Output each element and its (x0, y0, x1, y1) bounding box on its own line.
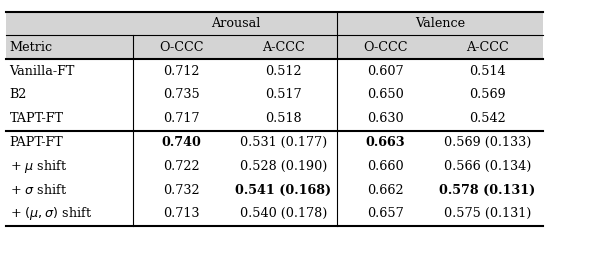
Text: 0.541 (0.168): 0.541 (0.168) (235, 184, 332, 197)
Text: 0.662: 0.662 (367, 184, 404, 197)
Text: 0.540 (0.178): 0.540 (0.178) (240, 207, 327, 220)
Text: + $\sigma$ shift: + $\sigma$ shift (10, 183, 67, 197)
Text: O-CCC: O-CCC (159, 41, 204, 54)
Text: Valence: Valence (415, 17, 465, 30)
Text: 0.657: 0.657 (367, 207, 404, 220)
Text: 0.531 (0.177): 0.531 (0.177) (240, 136, 327, 149)
Bar (6, 35, 543, 59)
Text: 0.650: 0.650 (367, 88, 404, 101)
Text: 0.517: 0.517 (265, 88, 302, 101)
Text: TAPT-FT: TAPT-FT (10, 112, 64, 125)
Text: 0.542: 0.542 (469, 112, 506, 125)
Text: 0.566 (0.134): 0.566 (0.134) (444, 160, 531, 173)
Text: Vanilla-FT: Vanilla-FT (10, 65, 75, 78)
Text: 0.740: 0.740 (161, 136, 202, 149)
Text: 0.518: 0.518 (265, 112, 302, 125)
Text: 0.732: 0.732 (163, 184, 200, 197)
Text: 0.512: 0.512 (265, 65, 302, 78)
Text: 0.735: 0.735 (163, 88, 200, 101)
Text: 0.663: 0.663 (365, 136, 406, 149)
Text: 0.630: 0.630 (367, 112, 404, 125)
Bar (6, 12, 543, 35)
Text: Metric: Metric (10, 41, 53, 54)
Text: 0.569: 0.569 (469, 88, 506, 101)
Text: 0.712: 0.712 (163, 65, 200, 78)
Text: 0.578 (0.131): 0.578 (0.131) (439, 184, 536, 197)
Text: A-CCC: A-CCC (262, 41, 305, 54)
Text: A-CCC: A-CCC (466, 41, 509, 54)
Text: 0.713: 0.713 (163, 207, 200, 220)
Text: 0.528 (0.190): 0.528 (0.190) (240, 160, 327, 173)
Text: 0.514: 0.514 (469, 65, 506, 78)
Text: + $\mu$ shift: + $\mu$ shift (10, 158, 67, 175)
Text: O-CCC: O-CCC (363, 41, 408, 54)
Text: 0.607: 0.607 (367, 65, 404, 78)
Text: PAPT-FT: PAPT-FT (10, 136, 64, 149)
Text: + $(\mu,\sigma)$ shift: + $(\mu,\sigma)$ shift (10, 205, 92, 222)
Text: 0.569 (0.133): 0.569 (0.133) (444, 136, 531, 149)
Text: B2: B2 (10, 88, 27, 101)
Text: 0.717: 0.717 (163, 112, 200, 125)
Text: 0.575 (0.131): 0.575 (0.131) (444, 207, 531, 220)
Text: 0.722: 0.722 (163, 160, 200, 173)
Text: 0.660: 0.660 (367, 160, 404, 173)
Text: Arousal: Arousal (211, 17, 261, 30)
